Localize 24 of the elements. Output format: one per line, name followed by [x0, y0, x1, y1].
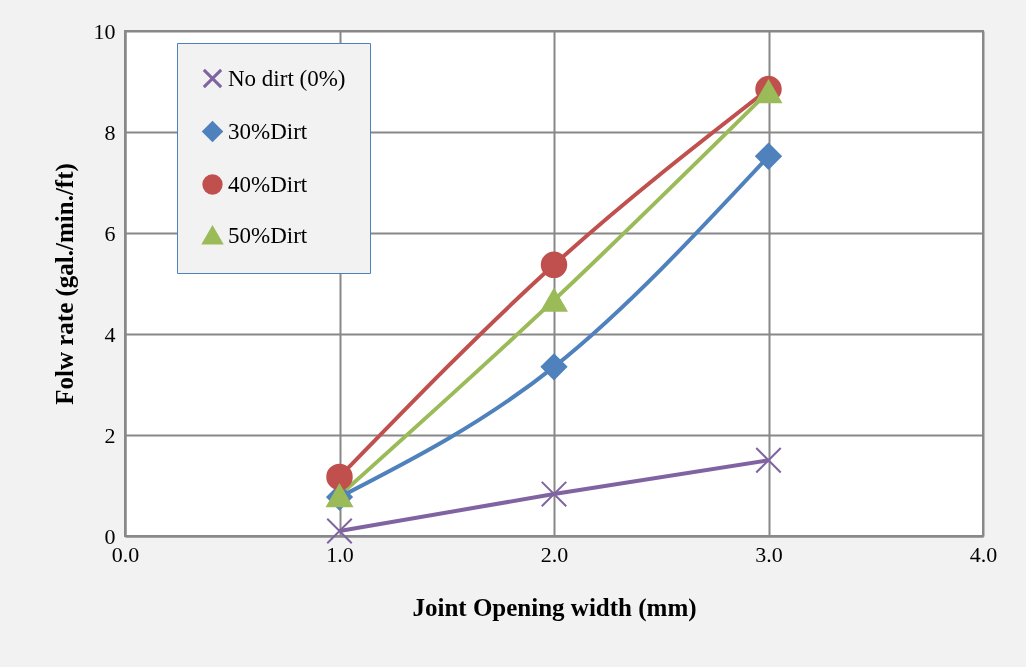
x-axis-title: Joint Opening width (mm) — [412, 593, 697, 622]
legend-label: 50%Dirt — [228, 222, 308, 248]
legend-label: No dirt (0%) — [228, 65, 346, 91]
point — [540, 288, 568, 312]
y-tick-label: 0 — [104, 523, 116, 549]
legend-label: 40%Dirt — [228, 171, 308, 197]
x-tick-label: 3.0 — [755, 541, 783, 567]
point — [540, 480, 568, 508]
point — [755, 142, 782, 170]
point — [540, 353, 568, 381]
point — [540, 251, 568, 279]
x-tick-label: 4.0 — [969, 541, 998, 567]
x-tick-label: 2.0 — [540, 541, 569, 567]
point — [755, 447, 782, 474]
y-tick-label: 6 — [104, 220, 116, 246]
legend-label: 30%Dirt — [228, 118, 308, 144]
y-tick-label: 8 — [104, 119, 116, 145]
y-tick-label: 10 — [93, 18, 116, 44]
point — [326, 517, 353, 545]
x-tick-label: 1.0 — [326, 541, 354, 567]
point — [326, 463, 353, 491]
y-tick-label: 4 — [104, 321, 116, 347]
y-tick-label: 2 — [104, 422, 116, 448]
y-axis-title: Folw rate (gal./min./ft) — [50, 163, 79, 405]
